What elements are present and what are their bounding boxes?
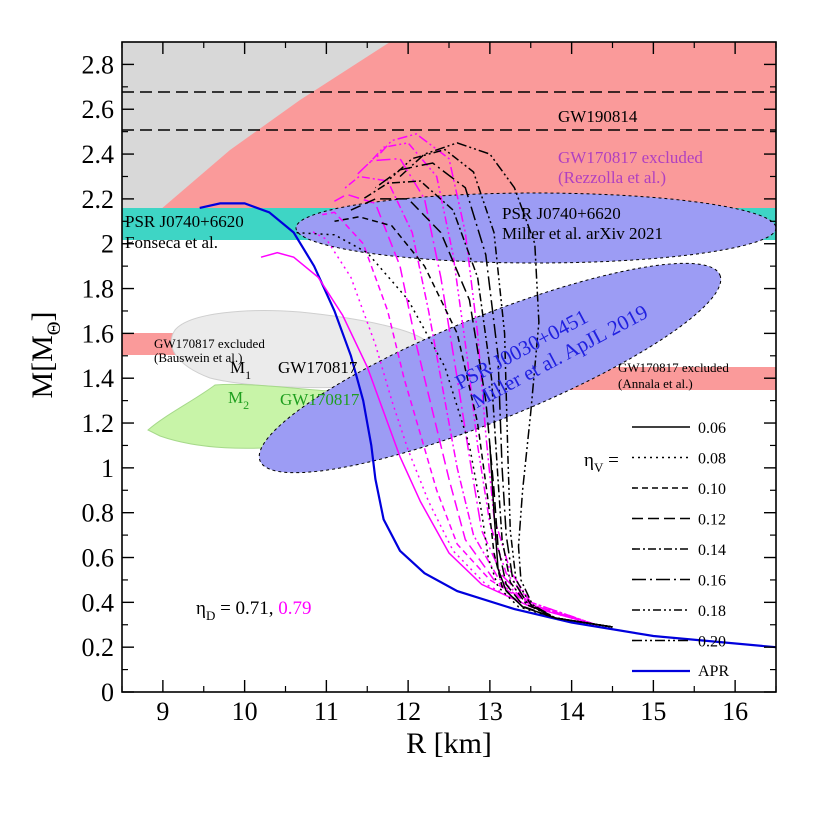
y-tick-label: 0.8	[82, 499, 115, 528]
y-tick-label: 1.8	[82, 275, 115, 304]
y-tick-label: 0.4	[82, 588, 115, 617]
curve-10	[293, 231, 613, 628]
ticks	[121, 42, 777, 693]
legend-label-0.08: 0.08	[698, 451, 726, 468]
eta-d-label: ηD = 0.71, 0.79	[196, 598, 312, 623]
rezzolla-excluded-region	[160, 42, 776, 210]
x-tick-label: 15	[640, 697, 666, 726]
x-tick-label: 10	[232, 697, 258, 726]
y-tick-label: 1.4	[82, 364, 115, 393]
x-tick-label: 14	[559, 697, 585, 726]
x-tick-label: 13	[477, 697, 503, 726]
annala-label-1: GW170817 excluded	[618, 360, 729, 375]
m1-gw170817-label: GW170817	[278, 358, 358, 377]
curve-6	[354, 157, 597, 626]
fonseca-label-1: PSR J0740+6620	[125, 212, 244, 231]
m2-gw170817-label: GW170817	[280, 390, 360, 409]
x-axis-title: R [km]	[406, 727, 492, 760]
psr-j0740-miller-ellipse	[295, 192, 776, 264]
fonseca-label-2: Fonseca et al.	[125, 233, 218, 252]
tick-labels: 9 10 11 12 13 14 15 16 0 0.2 0.4 0.6 0.8 1 1.2 1.4 1.6 1.…	[82, 50, 749, 726]
x-tick-label: 16	[722, 697, 748, 726]
m2-label: M2	[228, 388, 249, 412]
legend-label-0.14: 0.14	[698, 542, 726, 559]
y-tick-label: 0	[101, 678, 114, 707]
y-tick-label: 2.8	[82, 50, 115, 79]
miller2021-label-2: Miller et al. arXiv 2021	[502, 224, 663, 243]
x-tick-label: 9	[156, 697, 169, 726]
x-tick-label: 11	[314, 697, 339, 726]
annala-label-2: (Annala et al.)	[618, 376, 693, 391]
m1-label: M1	[230, 358, 251, 382]
curves	[199, 133, 776, 649]
regions	[122, 42, 776, 692]
y-axis-title: M[MΘ]	[26, 311, 65, 398]
curve-4	[330, 193, 597, 626]
y-tick-label: 1.2	[82, 409, 115, 438]
legend-label-0.06: 0.06	[698, 420, 726, 437]
rezzolla-label-2: (Rezzolla et al.)	[558, 168, 666, 187]
curve-12	[350, 198, 613, 628]
legend-label-0.20: 0.20	[698, 634, 726, 651]
y-axis-title-group: M[MΘ]	[26, 311, 65, 398]
legend: 0.06 0.08 0.10 0.12 0.14 0.16 0.18 0.20 APR	[632, 420, 729, 680]
curve-14	[374, 162, 613, 628]
y-tick-label: 2.2	[82, 185, 115, 214]
curve-1	[260, 251, 597, 626]
rezzolla-label-1: GW170817 excluded	[558, 148, 703, 167]
legend-label-0.12: 0.12	[698, 512, 726, 529]
eta-v-label: ηV =	[584, 450, 619, 475]
curve-11	[334, 216, 613, 628]
y-tick-label: 2.4	[82, 140, 115, 169]
curve-15	[387, 148, 613, 628]
curve-3	[322, 211, 597, 626]
legend-label-0.10: 0.10	[698, 481, 726, 498]
curve-7	[366, 142, 597, 626]
y-tick-label: 0.6	[82, 544, 115, 573]
bauswein-label-1: GW170817 excluded	[154, 336, 265, 351]
y-tick-label: 0.2	[82, 633, 115, 662]
bauswein-label-2: (Bauswein et al.)	[154, 350, 242, 365]
miller2021-label-1: PSR J0740+6620	[502, 204, 621, 223]
gw190814-label: GW190814	[558, 107, 638, 126]
curve-0	[199, 202, 776, 649]
legend-label-0.18: 0.18	[698, 603, 726, 620]
y-tick-label: 2.6	[82, 95, 115, 124]
curve-16	[399, 142, 613, 628]
x-tick-label: 12	[395, 697, 421, 726]
legend-label-apr: APR	[698, 663, 729, 680]
y-tick-label: 1.6	[82, 319, 115, 348]
y-tick-label: 1	[101, 454, 114, 483]
y-tick-label: 2	[101, 230, 114, 259]
legend-label-0.16: 0.16	[698, 573, 726, 590]
